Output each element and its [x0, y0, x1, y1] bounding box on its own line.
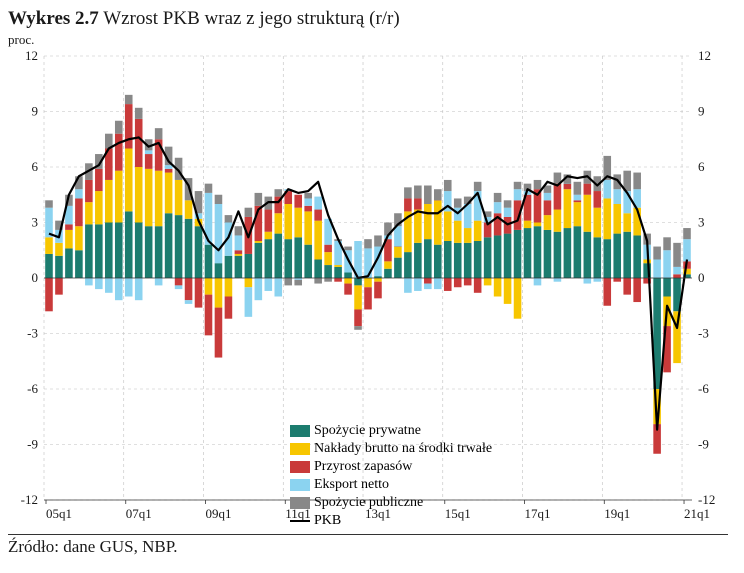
legend-label: PKB — [314, 513, 341, 529]
svg-text:07q1: 07q1 — [126, 506, 152, 521]
svg-text:0: 0 — [698, 270, 705, 285]
svg-text:17q1: 17q1 — [525, 506, 551, 521]
svg-text:6: 6 — [698, 159, 705, 174]
chart-title: Wykres 2.7 Wzrost PKB wraz z jego strukt… — [8, 8, 736, 30]
legend-label: Eksport netto — [314, 477, 389, 493]
svg-text:19q1: 19q1 — [604, 506, 630, 521]
legend-item: PKB — [290, 512, 492, 530]
svg-text:12: 12 — [25, 50, 38, 63]
legend-item: Nakłady brutto na środki trwałe — [290, 440, 492, 458]
svg-text:3: 3 — [698, 215, 705, 230]
svg-text:3: 3 — [32, 215, 39, 230]
legend-item: Przyrost zapasów — [290, 458, 492, 476]
legend-label: Spożycie publiczne — [314, 495, 423, 511]
legend-swatch — [290, 425, 310, 437]
chart-container: -12 -12 -9 -9 -6 -6 -3 -3 0 0 3 3 6 6 9 9 12 12 05q1 07q1 09… — [8, 50, 728, 530]
legend-item: Spożycie publiczne — [290, 494, 492, 512]
svg-text:-12: -12 — [21, 492, 38, 507]
legend-swatch — [290, 461, 310, 473]
chart-legend: Spożycie prywatne Nakłady brutto na środk… — [290, 422, 492, 530]
title-rest: Wzrost PKB wraz z jego strukturą (r/r) — [99, 8, 400, 29]
svg-text:-3: -3 — [698, 326, 709, 341]
svg-text:-12: -12 — [698, 492, 715, 507]
svg-text:-9: -9 — [698, 437, 709, 452]
title-prefix: Wykres 2.7 — [8, 8, 99, 29]
svg-text:09q1: 09q1 — [206, 506, 232, 521]
legend-label: Nakłady brutto na środki trwałe — [314, 441, 492, 457]
svg-text:21q1: 21q1 — [684, 506, 710, 521]
svg-text:-6: -6 — [27, 381, 38, 396]
source-text: Źródło: dane GUS, NBP. — [8, 534, 728, 557]
legend-swatch — [290, 479, 310, 491]
legend-swatch — [290, 443, 310, 455]
legend-item: Eksport netto — [290, 476, 492, 494]
svg-text:12: 12 — [698, 50, 711, 63]
y-axis-label: proc. — [8, 32, 736, 48]
svg-text:05q1: 05q1 — [46, 506, 72, 521]
svg-text:9: 9 — [32, 104, 39, 119]
legend-label: Spożycie prywatne — [314, 423, 421, 439]
legend-label: Przyrost zapasów — [314, 459, 412, 475]
legend-swatch — [290, 497, 310, 509]
svg-text:-9: -9 — [27, 437, 38, 452]
svg-text:0: 0 — [32, 270, 39, 285]
legend-line-icon — [290, 520, 310, 522]
svg-text:-3: -3 — [27, 326, 38, 341]
svg-text:-6: -6 — [698, 381, 709, 396]
svg-text:9: 9 — [698, 104, 705, 119]
svg-text:6: 6 — [32, 159, 39, 174]
legend-item: Spożycie prywatne — [290, 422, 492, 440]
